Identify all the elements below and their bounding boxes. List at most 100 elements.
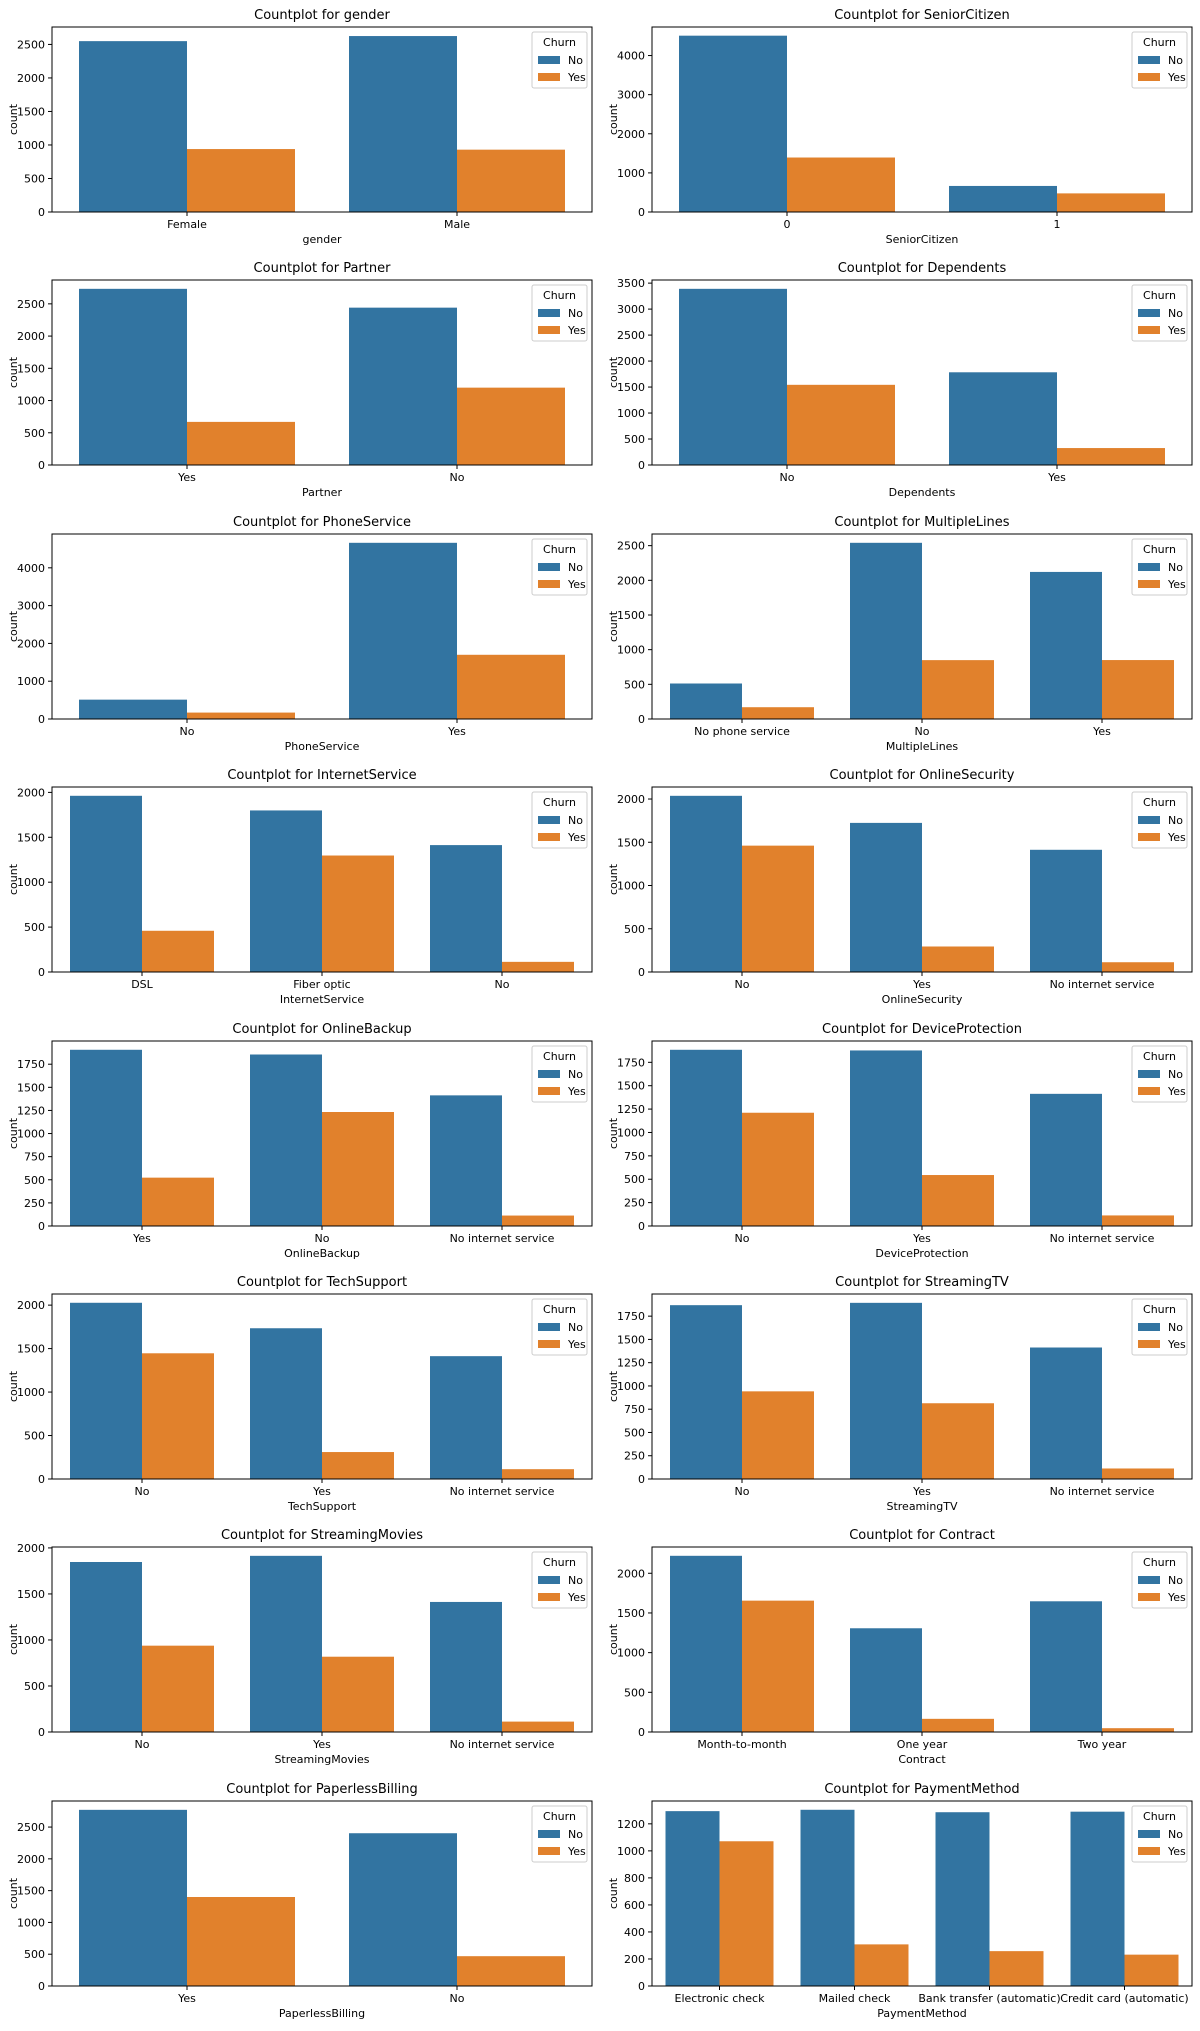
x-axis-label: StreamingMovies bbox=[274, 1753, 369, 1766]
bar-yes-0 bbox=[742, 1391, 814, 1479]
y-axis-label: count bbox=[7, 1624, 20, 1656]
y-tick-label: 0 bbox=[38, 966, 45, 979]
y-tick-label: 2000 bbox=[617, 355, 645, 368]
chart-panel: Countplot for PaymentMethod 0 200 400 600 800… bbox=[600, 1774, 1200, 2027]
x-tick-label: No internet service bbox=[450, 1232, 555, 1245]
bar-no-1 bbox=[250, 1328, 322, 1479]
legend: Churn No Yes bbox=[1131, 791, 1188, 849]
y-tick-label: 1500 bbox=[617, 1079, 645, 1092]
countplot-chart: Countplot for StreamingTV 0 250 500 750 1000 1… bbox=[607, 1275, 1193, 1513]
legend-label: No bbox=[1168, 561, 1183, 574]
chart-panel: Countplot for StreamingTV 0 250 500 750 1000 1… bbox=[600, 1267, 1200, 1520]
legend-label: Yes bbox=[1167, 1845, 1186, 1858]
bar-yes-1 bbox=[922, 1174, 994, 1226]
x-tick-label: Fiber optic bbox=[293, 978, 350, 991]
y-tick-label: 800 bbox=[624, 1872, 645, 1885]
bar-no-1 bbox=[850, 823, 922, 973]
bar-yes-1 bbox=[322, 855, 394, 973]
x-axis-label: Contract bbox=[898, 1753, 946, 1766]
legend-label: Yes bbox=[1167, 324, 1186, 337]
legend-swatch-no bbox=[538, 309, 560, 318]
chart-title: Countplot for PaperlessBilling bbox=[226, 1782, 418, 1797]
legend: Churn No Yes bbox=[1131, 1045, 1188, 1103]
y-tick-label: 2000 bbox=[17, 1542, 45, 1555]
legend-label: No bbox=[568, 307, 583, 320]
bar-yes-0 bbox=[187, 422, 295, 466]
bar-no-1 bbox=[250, 810, 322, 973]
x-tick-label: Male bbox=[444, 218, 470, 231]
y-tick-label: 600 bbox=[624, 1899, 645, 1912]
y-tick-label: 0 bbox=[38, 1726, 45, 1739]
countplot-chart: Countplot for DeviceProtection 0 250 500 750… bbox=[607, 1022, 1193, 1260]
x-axis-label: OnlineBackup bbox=[284, 1247, 360, 1260]
y-tick-label: 1500 bbox=[17, 1081, 45, 1094]
y-tick-label: 1500 bbox=[17, 1884, 45, 1897]
legend-swatch-no bbox=[1138, 1069, 1160, 1078]
y-tick-label: 750 bbox=[624, 1149, 645, 1162]
y-tick-label: 500 bbox=[624, 923, 645, 936]
countplot-chart: Countplot for Contract 0 500 1000 1500 2000 Mo… bbox=[607, 1528, 1193, 1766]
chart-panel: Countplot for PhoneService 0 1000 2000 3000 4… bbox=[0, 507, 600, 760]
axes-frame bbox=[51, 26, 593, 213]
legend-swatch-yes bbox=[538, 1340, 560, 1348]
y-axis-label: count bbox=[607, 863, 620, 895]
bar-no-2 bbox=[430, 1356, 502, 1479]
legend-title: Churn bbox=[1143, 1810, 1176, 1823]
chart-title: Countplot for PaymentMethod bbox=[824, 1782, 1019, 1797]
y-tick-label: 2000 bbox=[617, 128, 645, 141]
y-tick-label: 0 bbox=[38, 1473, 45, 1486]
bar-yes-0 bbox=[719, 1841, 774, 1986]
y-tick-label: 500 bbox=[624, 1173, 645, 1186]
y-tick-label: 0 bbox=[38, 459, 45, 472]
bar-no-1 bbox=[850, 1628, 922, 1733]
legend: Churn No Yes bbox=[1131, 284, 1188, 342]
bar-yes-1 bbox=[922, 659, 994, 719]
chart-panel: Countplot for OnlineBackup 0 250 500 750 1000… bbox=[0, 1014, 600, 1267]
legend-label: No bbox=[568, 561, 583, 574]
y-tick-label: 1000 bbox=[617, 1845, 645, 1858]
legend-label: Yes bbox=[1167, 1338, 1186, 1351]
y-tick-label: 250 bbox=[624, 1196, 645, 1209]
legend-label: Yes bbox=[567, 1085, 586, 1098]
y-tick-label: 2500 bbox=[617, 539, 645, 552]
bar-no-1 bbox=[850, 542, 922, 719]
bar-no-1 bbox=[949, 372, 1057, 466]
y-tick-label: 1200 bbox=[617, 1818, 645, 1831]
x-tick-label: Yes bbox=[312, 1485, 331, 1498]
y-tick-label: 1000 bbox=[617, 643, 645, 656]
legend-label: Yes bbox=[1167, 1085, 1186, 1098]
y-tick-label: 1500 bbox=[617, 836, 645, 849]
y-axis-label: count bbox=[607, 1117, 620, 1149]
legend-swatch-yes bbox=[538, 1593, 560, 1602]
chart-panel: Countplot for Dependents 0 500 1000 1500 2000… bbox=[600, 253, 1200, 506]
x-tick-label: Mailed check bbox=[819, 1992, 891, 2005]
y-axis-label: count bbox=[607, 103, 620, 135]
x-axis-label: TechSupport bbox=[287, 1500, 357, 1513]
bar-yes-1 bbox=[322, 1452, 394, 1479]
bar-yes-2 bbox=[502, 1721, 574, 1733]
legend-swatch-no bbox=[1138, 56, 1160, 64]
legend: Churn No Yes bbox=[531, 538, 588, 596]
legend-label: Yes bbox=[567, 71, 586, 84]
chart-title: Countplot for Partner bbox=[254, 261, 392, 276]
bar-yes-1 bbox=[922, 1403, 994, 1479]
x-tick-label: No internet service bbox=[450, 1485, 555, 1498]
y-tick-label: 3500 bbox=[617, 278, 645, 291]
bar-yes-0 bbox=[187, 149, 295, 212]
x-tick-label: Electronic check bbox=[675, 1992, 766, 2005]
bar-no-0 bbox=[70, 795, 142, 973]
legend: Churn No Yes bbox=[1131, 1298, 1188, 1356]
countplot-chart: Countplot for TechSupport 0 500 1000 1500 200… bbox=[7, 1275, 593, 1513]
bar-no-0 bbox=[670, 1305, 742, 1479]
y-axis-label: count bbox=[607, 1624, 620, 1656]
chart-panel: Countplot for MultipleLines 0 500 1000 1500 2… bbox=[600, 507, 1200, 760]
x-axis-label: DeviceProtection bbox=[875, 1247, 968, 1260]
legend-swatch-yes bbox=[538, 579, 560, 588]
chart-panel: Countplot for DeviceProtection 0 250 500 750… bbox=[600, 1014, 1200, 1267]
bar-no-2 bbox=[1030, 849, 1102, 973]
chart-title: Countplot for OnlineBackup bbox=[232, 1022, 411, 1037]
bar-no-0 bbox=[679, 35, 787, 213]
legend-label: No bbox=[1168, 54, 1183, 67]
legend-label: No bbox=[1168, 1321, 1183, 1334]
